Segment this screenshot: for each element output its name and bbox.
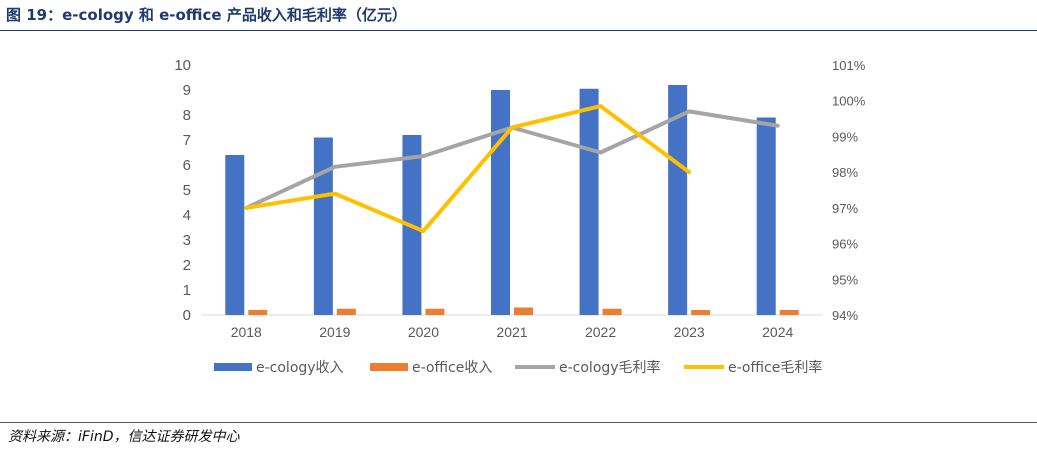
bar-e-cology-revenue bbox=[313, 137, 333, 315]
left-axis: 0 1 2 3 4 5 6 7 8 9 10 bbox=[174, 57, 191, 324]
y-tick-label: 3 bbox=[183, 232, 191, 249]
bar-e-office-revenue bbox=[248, 310, 268, 315]
y-tick-label: 2 bbox=[183, 257, 191, 274]
x-tick-label: 2019 bbox=[319, 324, 350, 340]
right-axis: 94% 95% 96% 97% 98% 99% 100% 101% bbox=[832, 58, 866, 323]
figure-title: 图 19：e-cology 和 e-office 产品收入和毛利率（亿元） bbox=[6, 6, 407, 24]
y-tick-label: 7 bbox=[183, 132, 191, 149]
y-tick-label: 5 bbox=[183, 182, 191, 199]
y2-tick-label: 97% bbox=[832, 201, 858, 216]
y-tick-label: 10 bbox=[174, 57, 191, 74]
bar-e-cology-revenue bbox=[668, 85, 688, 315]
y-tick-label: 4 bbox=[183, 207, 191, 224]
footer-divider bbox=[0, 422, 1037, 423]
bar-e-office-revenue bbox=[602, 308, 622, 315]
y2-tick-label: 96% bbox=[832, 237, 858, 252]
bar-e-cology-revenue bbox=[579, 88, 599, 315]
y2-tick-label: 99% bbox=[832, 129, 858, 144]
x-tick-label: 2018 bbox=[231, 324, 262, 340]
bar-e-office-revenue bbox=[779, 310, 799, 315]
y2-tick-label: 98% bbox=[832, 165, 858, 180]
legend: e-cology收入 e-office收入 e-cology毛利率 e-office毛… bbox=[214, 359, 822, 376]
title-divider bbox=[0, 30, 1037, 31]
y-tick-label: 8 bbox=[183, 107, 191, 124]
x-axis: 2018 2019 2020 2021 2022 2023 2024 bbox=[231, 324, 794, 340]
source-note: 资料来源：iFinD，信达证券研发中心 bbox=[8, 429, 240, 445]
x-tick-label: 2022 bbox=[585, 324, 616, 340]
x-tick-label: 2024 bbox=[762, 324, 793, 340]
bar-e-office-revenue bbox=[336, 308, 356, 315]
bar-e-cology-revenue bbox=[491, 90, 510, 315]
y2-tick-label: 101% bbox=[832, 58, 866, 73]
legend-e-office-margin-label: e-office毛利率 bbox=[728, 359, 822, 376]
bar-e-office-revenue bbox=[514, 307, 533, 315]
legend-e-cology-revenue-label: e-cology收入 bbox=[256, 360, 344, 376]
lines bbox=[244, 104, 780, 234]
x-tick-label: 2023 bbox=[674, 324, 705, 340]
x-tick-label: 2021 bbox=[496, 324, 527, 340]
y2-tick-label: 94% bbox=[832, 308, 858, 323]
bar-e-office-revenue bbox=[691, 310, 711, 315]
y-tick-label: 9 bbox=[183, 82, 191, 99]
legend-e-cology-revenue-swatch bbox=[214, 363, 252, 371]
bar-e-cology-revenue bbox=[756, 117, 776, 315]
y2-tick-label: 95% bbox=[832, 272, 858, 287]
legend-e-office-revenue-swatch bbox=[370, 363, 408, 371]
x-tick-label: 2020 bbox=[408, 324, 439, 340]
y-tick-label: 6 bbox=[183, 157, 191, 174]
bars bbox=[225, 85, 799, 315]
bar-e-office-revenue bbox=[425, 308, 445, 315]
y-tick-label: 1 bbox=[183, 282, 191, 299]
y2-tick-label: 100% bbox=[832, 94, 866, 109]
legend-e-cology-margin-label: e-cology毛利率 bbox=[559, 359, 661, 376]
bar-e-cology-revenue bbox=[225, 155, 245, 315]
y-tick-label: 0 bbox=[183, 307, 191, 324]
line-e-office-margin bbox=[244, 104, 692, 234]
legend-e-office-revenue-label: e-office收入 bbox=[412, 360, 492, 376]
